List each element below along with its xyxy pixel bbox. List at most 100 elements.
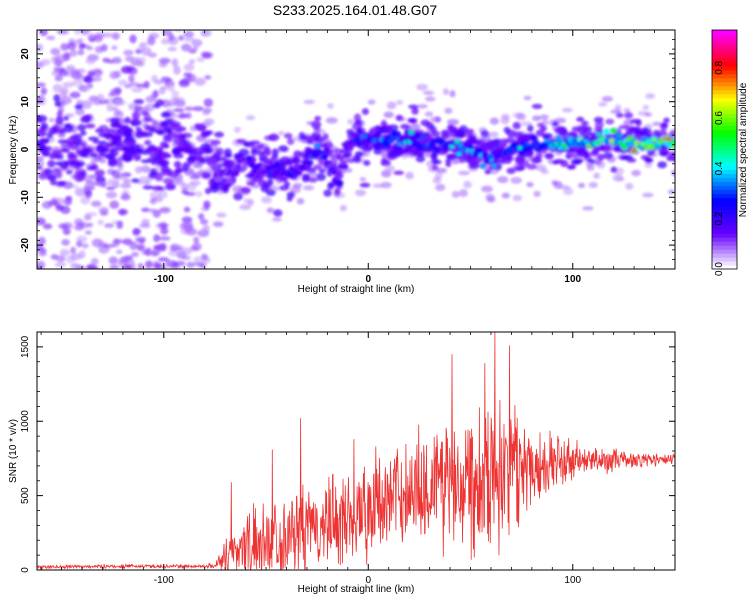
spectrogram-blob bbox=[80, 86, 90, 93]
spectrogram-blob bbox=[204, 187, 212, 195]
colorbar-swatch bbox=[712, 129, 737, 135]
spectrogram-blob bbox=[597, 153, 605, 161]
spectrogram-blob bbox=[73, 224, 84, 231]
spectrogram-blob bbox=[314, 144, 320, 149]
spectrogram-blob bbox=[484, 169, 491, 175]
spectrogram-blob bbox=[154, 79, 164, 85]
colorbar-swatch bbox=[712, 197, 737, 202]
spectrogram-blob bbox=[107, 168, 116, 175]
spectrogram-blob bbox=[40, 123, 49, 130]
spectrogram-blob bbox=[380, 181, 392, 189]
spectrogram-blob bbox=[531, 135, 539, 142]
spectrogram-blob bbox=[90, 258, 99, 266]
spectrogram-blob bbox=[261, 196, 273, 204]
spectrogram-blob bbox=[54, 54, 67, 64]
spectrogram-blob bbox=[111, 45, 118, 51]
spectrogram-blob bbox=[57, 139, 68, 144]
spectrogram-blob bbox=[657, 161, 667, 169]
spectrogram-blob bbox=[55, 154, 64, 160]
spectrogram-blob bbox=[514, 165, 526, 171]
spectrogram-blob bbox=[195, 123, 206, 132]
spectrogram-blob bbox=[48, 126, 58, 135]
spectrogram-blob bbox=[147, 36, 156, 46]
spectrogram-blob bbox=[273, 209, 283, 217]
spectrogram-blob bbox=[108, 92, 115, 97]
spectrogram-blob bbox=[200, 30, 208, 37]
colorbar-swatch bbox=[712, 173, 737, 178]
spectrogram-blob bbox=[342, 164, 348, 169]
spectrogram-blob bbox=[109, 264, 120, 269]
spectrogram-blob bbox=[134, 57, 147, 62]
spectrogram-blob bbox=[489, 117, 500, 125]
colorbar-swatch bbox=[712, 253, 737, 258]
spectrogram-blob bbox=[37, 236, 46, 246]
colorbar-swatch bbox=[712, 133, 737, 139]
spectrogram-blob bbox=[175, 167, 182, 174]
spectrogram-blob bbox=[90, 200, 102, 207]
colorbar-swatch bbox=[712, 141, 737, 147]
spectrogram-blob bbox=[631, 169, 641, 177]
spectrogram-blob bbox=[306, 139, 314, 144]
spectrogram-blob bbox=[631, 148, 637, 153]
colorbar-swatch bbox=[712, 125, 737, 131]
spectrogram-blob bbox=[52, 83, 63, 93]
spectrogram-blob bbox=[541, 132, 553, 139]
spectrogram-blob bbox=[57, 180, 67, 186]
spectrogram-blob bbox=[563, 187, 574, 196]
spectrogram-blob bbox=[625, 182, 634, 190]
spectrogram-blob bbox=[657, 129, 668, 138]
colorbar-swatch bbox=[712, 265, 737, 270]
spectrogram-blob bbox=[184, 106, 194, 111]
spectrogram-blob bbox=[299, 151, 306, 159]
spectrogram-blob bbox=[81, 100, 92, 109]
spectrogram-blob bbox=[201, 171, 212, 180]
spectrogram-blob bbox=[155, 171, 164, 178]
snr-x-tick-label: 100 bbox=[564, 575, 581, 586]
colorbar-swatch bbox=[712, 217, 737, 222]
spectrogram-blob bbox=[188, 58, 196, 65]
spectrogram-blob bbox=[116, 128, 124, 134]
colorbar-tick-label: 0.2 bbox=[714, 211, 725, 225]
spectrogram-blob bbox=[481, 152, 489, 159]
spectrogram-blob bbox=[165, 259, 178, 268]
spectrogram-blob bbox=[117, 79, 128, 86]
spectrogram-blob bbox=[135, 236, 146, 243]
spectrogram-blob bbox=[380, 120, 387, 128]
spectrogram-blob bbox=[85, 180, 94, 185]
spectrogram-blob bbox=[50, 48, 61, 56]
spectrogram-blob bbox=[576, 147, 586, 155]
colorbar-swatch bbox=[712, 113, 737, 119]
spectrogram-blob bbox=[296, 198, 305, 205]
spectrogram-blob bbox=[173, 180, 185, 186]
spectrogram-blob bbox=[84, 189, 93, 199]
spectrogram-blob bbox=[180, 166, 189, 172]
spectrogram-blob bbox=[610, 166, 618, 173]
spectrogram-blob bbox=[134, 105, 143, 112]
spectrogram-blob bbox=[354, 189, 367, 197]
spectrogram-blob bbox=[666, 156, 674, 162]
snr-y-tick-label: 1000 bbox=[20, 410, 31, 433]
spectrogram-blob bbox=[168, 170, 179, 178]
spectrogram-blob bbox=[576, 126, 586, 134]
spectrogram-blob bbox=[304, 146, 312, 155]
spectrogram-blob bbox=[164, 77, 174, 83]
spectrogram-blob bbox=[596, 144, 606, 152]
spectrogram-blob bbox=[139, 131, 148, 138]
spectrogram-blob bbox=[102, 243, 115, 249]
spectrogram-blob bbox=[635, 119, 642, 127]
spectrogram-blob bbox=[424, 96, 436, 102]
spectrogram-x-tick-label: 100 bbox=[564, 274, 581, 285]
spectrogram-blob bbox=[442, 88, 450, 96]
spectrogram-blob bbox=[626, 135, 634, 142]
spectrogram-blob bbox=[122, 264, 132, 269]
spectrogram-blob bbox=[117, 163, 124, 172]
spectrogram-blob bbox=[157, 159, 167, 167]
spectrogram-blob bbox=[199, 219, 209, 225]
spectrogram-blob bbox=[286, 137, 295, 146]
spectrogram-blob bbox=[293, 157, 302, 164]
colorbar-swatch bbox=[712, 209, 737, 214]
spectrogram-blob bbox=[67, 41, 77, 51]
spectrogram-blob bbox=[651, 137, 657, 142]
spectrogram-blob bbox=[92, 139, 100, 144]
